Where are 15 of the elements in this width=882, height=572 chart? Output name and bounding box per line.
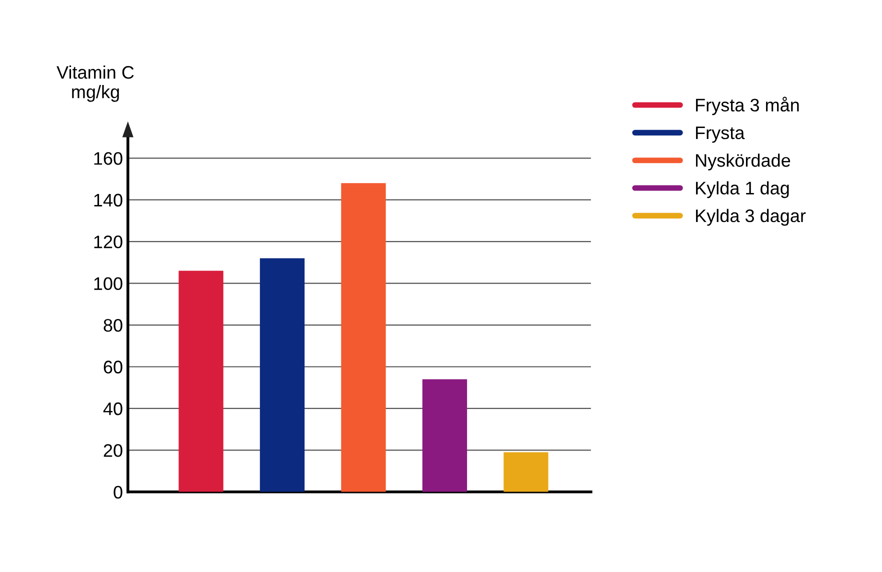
y-tick-label: 60 (104, 360, 122, 374)
y-tick-label: 0 (114, 486, 122, 499)
legend-label: Frysta (696, 126, 745, 143)
legend-label: Frysta 3 mån (696, 96, 799, 116)
y-tick-label: 40 (103, 402, 122, 416)
y-tick-label: 100 (94, 277, 122, 290)
y-axis-title: Vitamin C mg/kg (56, 66, 134, 102)
y-tick-label: 120 (94, 236, 122, 248)
y-tick-label: 140 (94, 194, 122, 207)
legend-label: Kylda 1 dag (696, 181, 789, 198)
legend-label: Kylda 3 dagar (696, 208, 806, 226)
legend-label: Nyskördade (696, 154, 790, 170)
y-tick-label: 20 (104, 444, 122, 457)
y-tick-label: 80 (104, 318, 122, 332)
y-tick-label: 160 (94, 152, 122, 165)
